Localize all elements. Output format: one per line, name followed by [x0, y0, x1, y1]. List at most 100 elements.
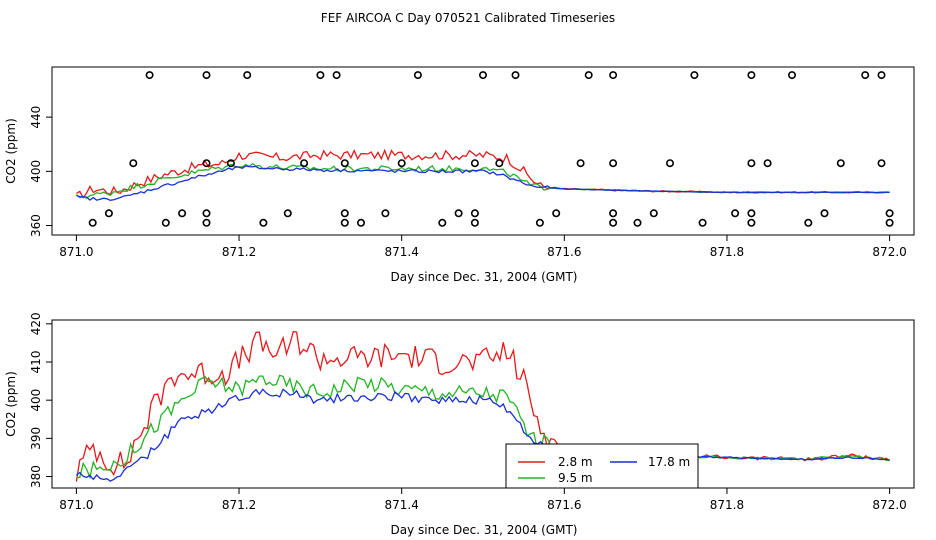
top-marker-point — [511, 71, 520, 80]
legend: 2.8 m 17.8 m 9.5 m — [505, 443, 699, 489]
top-y-tick-label: 400 — [29, 160, 43, 183]
top-marker-point — [649, 209, 658, 218]
top-marker-point — [202, 218, 211, 227]
top-marker-point — [283, 209, 292, 218]
bot-x-tick-label: 871.0 — [59, 498, 93, 512]
top-marker-point — [332, 71, 341, 80]
top-marker-point — [454, 209, 463, 218]
top-marker-point — [552, 209, 561, 218]
legend-label-9.5m: 9.5 m — [558, 471, 593, 485]
top-marker-point — [202, 209, 211, 218]
bottom-panel: 871.0 871.2 871.4 871.6 871.8 872.0 380 390 400… — [4, 312, 915, 537]
top-marker-point — [747, 159, 756, 168]
top-y-tick-label: 440 — [29, 106, 43, 129]
top-marker-point — [885, 218, 894, 227]
top-marker-point — [470, 218, 479, 227]
top-marker-point — [356, 218, 365, 227]
top-marker-point — [104, 209, 113, 218]
top-marker-point — [747, 209, 756, 218]
top-marker-point — [698, 218, 707, 227]
bot-x-tick-label: 871.4 — [384, 498, 418, 512]
top-marker-point — [609, 159, 618, 168]
top-series-line-17_8m — [76, 165, 890, 201]
top-marker-point — [731, 209, 740, 218]
top-x-tick-label: 872.0 — [872, 245, 906, 259]
top-marker-point — [787, 71, 796, 80]
top-marker-point — [535, 218, 544, 227]
top-x-tick-label: 871.4 — [384, 245, 418, 259]
top-marker-point — [804, 218, 813, 227]
legend-label-17.8m: 17.8 m — [648, 455, 690, 469]
top-marker-point — [129, 159, 138, 168]
top-marker-point — [470, 209, 479, 218]
top-marker-point — [243, 71, 252, 80]
bot-y-tick-label: 390 — [29, 427, 43, 450]
bot-y-tick-label: 420 — [29, 312, 43, 335]
top-marker-point — [877, 71, 886, 80]
bottom-plot-frame — [51, 319, 915, 489]
top-marker-point — [300, 159, 309, 168]
legend-label-2.8m: 2.8 m — [558, 455, 593, 469]
top-marker-point — [836, 159, 845, 168]
top-marker-point — [665, 159, 674, 168]
bot-x-tick-label: 871.2 — [222, 498, 256, 512]
top-marker-point — [584, 71, 593, 80]
bot-series-line-9_5m — [76, 374, 890, 480]
top-marker-point — [478, 71, 487, 80]
top-x-axis-label: Day since Dec. 31, 2004 (GMT) — [391, 270, 578, 284]
top-marker-point — [226, 159, 235, 168]
top-marker-point — [861, 71, 870, 80]
top-marker-point — [438, 218, 447, 227]
top-marker-point — [633, 218, 642, 227]
top-marker-point — [202, 159, 211, 168]
top-marker-point — [495, 159, 504, 168]
top-marker-point — [413, 71, 422, 80]
top-plot-frame — [51, 66, 915, 236]
bot-y-tick-label: 400 — [29, 389, 43, 412]
top-series-line-2_8m — [76, 148, 890, 199]
top-marker-point — [576, 159, 585, 168]
top-marker-point — [609, 218, 618, 227]
top-marker-point — [381, 209, 390, 218]
top-x-tick-label: 871.2 — [222, 245, 256, 259]
bot-x-tick-label: 872.0 — [872, 498, 906, 512]
top-marker-point — [340, 209, 349, 218]
top-marker-point — [690, 71, 699, 80]
top-marker-point — [161, 218, 170, 227]
bot-y-tick-label: 410 — [29, 351, 43, 374]
top-panel: 871.0 871.2 871.4 871.6 871.8 872.0 360 400 440… — [4, 66, 915, 284]
top-marker-point — [747, 71, 756, 80]
bot-x-tick-label: 871.6 — [547, 498, 581, 512]
bot-series-line-2_8m — [75, 330, 891, 482]
page-title: FEF AIRCOA C Day 070521 Calibrated Times… — [321, 11, 615, 25]
top-y-tick-label: 360 — [29, 214, 43, 237]
top-x-tick-label: 871.0 — [59, 245, 93, 259]
top-x-tick-label: 871.6 — [547, 245, 581, 259]
top-y-axis-label: CO2 (ppm) — [4, 118, 18, 184]
top-marker-point — [470, 159, 479, 168]
top-marker-point — [202, 71, 211, 80]
bottom-x-axis-label: Day since Dec. 31, 2004 (GMT) — [391, 523, 578, 537]
bot-y-tick-label: 380 — [29, 465, 43, 488]
top-marker-point — [340, 159, 349, 168]
top-marker-point — [747, 218, 756, 227]
bottom-y-axis-label: CO2 (ppm) — [4, 371, 18, 437]
bot-x-tick-label: 871.8 — [710, 498, 744, 512]
top-marker-point — [763, 159, 772, 168]
top-marker-point — [609, 209, 618, 218]
top-marker-point — [609, 71, 618, 80]
top-marker-point — [877, 159, 886, 168]
top-marker-point — [885, 209, 894, 218]
legend-box — [505, 443, 699, 489]
top-marker-point — [397, 159, 406, 168]
top-marker-point — [340, 218, 349, 227]
bot-series-line-17_8m — [75, 388, 890, 482]
top-marker-point — [259, 218, 268, 227]
top-marker-point — [316, 71, 325, 80]
top-marker-point — [178, 209, 187, 218]
top-marker-point — [145, 71, 154, 80]
top-marker-point — [820, 209, 829, 218]
top-marker-point — [88, 218, 97, 227]
top-x-tick-label: 871.8 — [710, 245, 744, 259]
